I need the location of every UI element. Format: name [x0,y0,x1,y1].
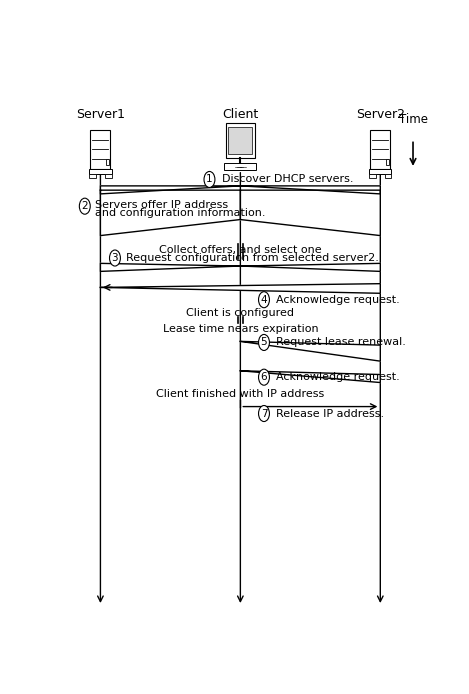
Text: 3: 3 [112,253,118,263]
Polygon shape [240,186,380,194]
Polygon shape [240,341,380,361]
Bar [224,164,257,170]
Circle shape [258,291,269,307]
Circle shape [258,335,269,350]
Bar [228,127,252,154]
Text: Acknowledge request.: Acknowledge request. [276,295,400,305]
Bar [89,169,112,174]
Text: Client finished with IP address: Client finished with IP address [156,389,325,399]
Text: Servers offer IP address: Servers offer IP address [95,200,228,210]
Polygon shape [240,190,380,235]
Text: Server2: Server2 [356,108,405,121]
Circle shape [204,171,215,187]
Polygon shape [100,186,240,194]
Text: and configuration information.: and configuration information. [95,208,265,218]
Text: Discover DHCP servers.: Discover DHCP servers. [222,174,354,185]
Text: Time: Time [399,113,428,126]
Polygon shape [240,371,380,382]
Polygon shape [100,190,240,235]
Text: Acknowledge request.: Acknowledge request. [276,372,400,382]
Text: 2: 2 [82,201,88,211]
Text: Lease time nears expiration: Lease time nears expiration [163,324,318,334]
Bar [371,130,390,169]
Bar [369,169,392,174]
Text: 4: 4 [261,295,267,305]
Text: 1: 1 [206,174,213,185]
Polygon shape [240,263,380,271]
Circle shape [258,369,269,385]
Text: Request lease renewal.: Request lease renewal. [276,337,406,348]
Text: Request configuration from selected server2.: Request configuration from selected serv… [126,253,379,263]
Bar [106,159,109,165]
Bar [91,130,110,169]
Text: 5: 5 [261,337,267,348]
Text: Release IP address.: Release IP address. [276,409,384,418]
Polygon shape [100,263,240,271]
Circle shape [258,405,269,421]
Bar [89,174,96,178]
Bar [226,124,255,158]
Polygon shape [100,284,380,294]
Text: Server1: Server1 [76,108,125,121]
Text: Client is configured: Client is configured [186,308,295,318]
Text: Collect offers, and select one: Collect offers, and select one [159,245,322,255]
Bar [385,174,392,178]
Text: Client: Client [222,108,258,121]
Bar [105,174,112,178]
Bar [386,159,389,165]
Text: 7: 7 [261,409,267,418]
Bar [369,174,376,178]
Circle shape [110,250,121,266]
Text: 6: 6 [261,372,267,382]
Circle shape [79,198,90,214]
